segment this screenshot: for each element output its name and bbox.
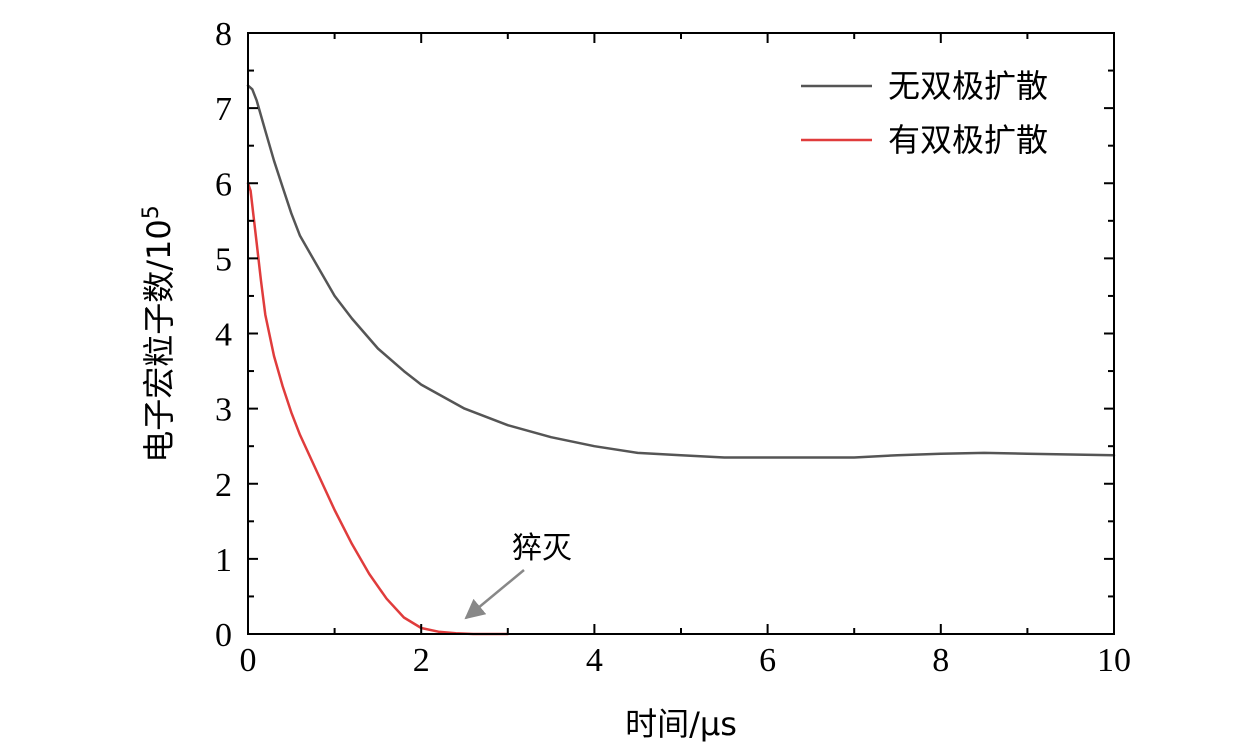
y-tick-label: 6: [215, 166, 232, 203]
annotation-quench: 猝灭: [464, 531, 572, 620]
series-layer: [246, 84, 1116, 636]
legend: 无双极扩散 有双极扩散: [801, 67, 1048, 159]
y-tick-label: 1: [215, 542, 232, 579]
x-tick-label: 4: [586, 642, 603, 679]
y-axis-title-main: 电子宏粒子数/10: [140, 219, 178, 463]
series-line-2: [246, 182, 510, 636]
x-tick-label: 6: [759, 642, 776, 679]
x-axis-title: 时间/μs: [625, 705, 737, 743]
y-tick-label: 5: [215, 241, 232, 278]
annotation-label: 猝灭: [512, 531, 572, 566]
tick-labels-layer: 0 2 4 6 8 10 0 1 2 3 4 5 6 7 8: [215, 16, 1131, 679]
annotation-arrow: [464, 569, 525, 620]
y-axis-title: 电子宏粒子数/105: [139, 205, 178, 463]
y-tick-label: 2: [215, 467, 232, 504]
y-tick-label: 0: [215, 617, 232, 654]
x-tick-label: 8: [932, 642, 949, 679]
y-tick-label: 4: [215, 317, 232, 354]
legend-label-series-2: 有双极扩散: [888, 121, 1048, 159]
x-tick-label: 10: [1097, 642, 1131, 679]
y-tick-label: 8: [215, 16, 232, 53]
x-tick-label: 2: [413, 642, 430, 679]
y-tick-label: 3: [215, 392, 232, 429]
x-tick-label: 0: [240, 642, 257, 679]
series-line-1: [246, 84, 1116, 459]
y-axis-title-exponent: 5: [139, 205, 164, 219]
legend-label-series-1: 无双极扩散: [888, 67, 1048, 105]
y-tick-label: 7: [215, 91, 232, 128]
ticks-layer: [247, 32, 1115, 635]
